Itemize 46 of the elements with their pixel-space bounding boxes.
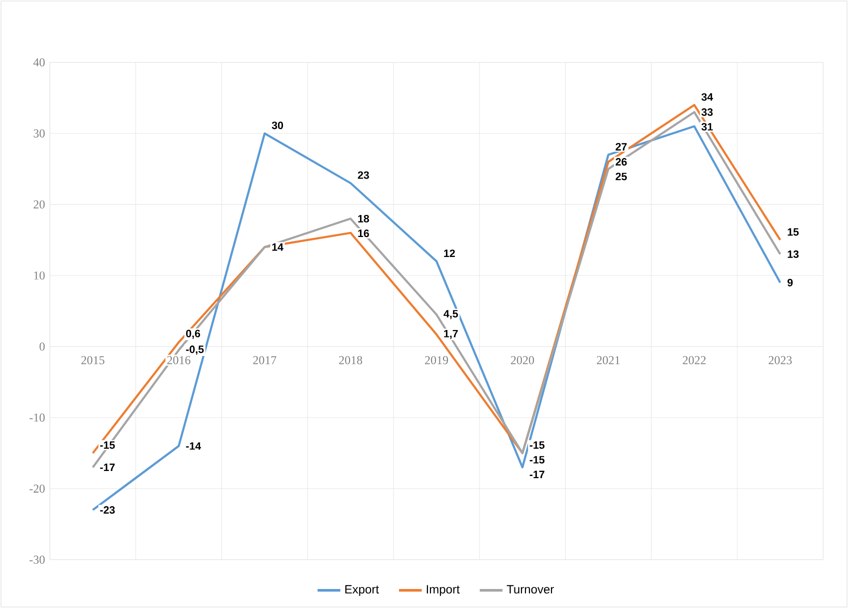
- y-tick-label: -20: [30, 484, 45, 493]
- data-label: 30: [272, 122, 284, 130]
- data-label: 12: [444, 250, 455, 258]
- x-tick-label: 2019: [425, 356, 448, 364]
- legend-label: Turnover: [506, 585, 554, 594]
- y-tick-label: -10: [30, 414, 45, 422]
- data-label: 25: [616, 172, 627, 180]
- data-label: -17: [100, 464, 115, 472]
- legend-label: Export: [345, 585, 379, 596]
- y-tick-label: 20: [34, 200, 45, 209]
- x-tick-label: 2022: [682, 356, 706, 364]
- data-label: 34: [701, 93, 714, 101]
- legend-label: Import: [426, 585, 460, 596]
- x-tick-label: 2016: [167, 356, 190, 364]
- data-label: 14: [272, 243, 284, 251]
- data-label: 31: [701, 122, 713, 131]
- y-tick-label: -30: [30, 556, 45, 564]
- y-tick-label: 40: [33, 58, 45, 66]
- data-label: 13: [788, 250, 799, 258]
- x-tick-label: 2021: [596, 356, 620, 364]
- data-label: 16: [358, 230, 369, 238]
- data-label: -15: [530, 456, 544, 464]
- data-label: 9: [788, 278, 793, 286]
- data-label: 27: [616, 143, 627, 150]
- x-tick-label: 2017: [253, 356, 276, 364]
- y-tick-label: 10: [34, 271, 45, 280]
- y-tick-label: 0: [40, 342, 45, 351]
- x-tick-label: 2018: [339, 356, 362, 364]
- data-label: 18: [358, 214, 370, 222]
- data-label: -23: [100, 506, 115, 514]
- data-label: 4,5: [444, 310, 458, 320]
- data-label: 26: [616, 158, 627, 166]
- y-tick-label: 30: [34, 129, 45, 138]
- data-label: -0,5: [186, 346, 204, 355]
- data-label: -15: [530, 441, 544, 449]
- data-label: -14: [186, 442, 202, 450]
- data-label: 1,7: [444, 330, 458, 339]
- data-label: 15: [788, 228, 799, 236]
- x-tick-label: 2023: [768, 356, 792, 364]
- data-label: 23: [358, 171, 369, 179]
- x-tick-label: 2015: [81, 356, 104, 364]
- data-label: 33: [701, 108, 713, 116]
- data-label: 0,6: [186, 330, 200, 339]
- x-tick-label: 2020: [510, 356, 534, 364]
- data-label: -15: [100, 441, 115, 449]
- data-label: -17: [530, 470, 544, 478]
